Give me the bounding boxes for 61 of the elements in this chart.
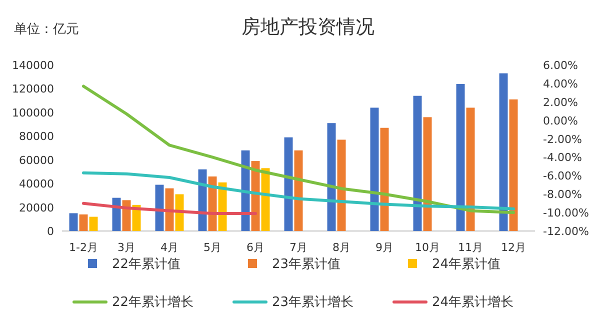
x-tick-label: 1-2月 [69, 241, 98, 254]
legend-label: 24年累计增长 [432, 295, 514, 310]
bar [69, 213, 78, 231]
x-tick-label: 10月 [415, 241, 440, 254]
bar [79, 214, 88, 231]
bar [413, 96, 422, 231]
y-tick-label: 60000 [19, 154, 54, 167]
line-series [82, 202, 257, 215]
x-tick-label: 9月 [376, 241, 394, 254]
y2-tick-label: -4.00% [543, 151, 582, 164]
bar [294, 150, 303, 231]
x-tick-label: 8月 [332, 241, 350, 254]
legend-label: 22年累计值 [112, 257, 181, 272]
bar [423, 117, 432, 231]
y-tick-label: 100000 [12, 106, 54, 120]
x-tick-label: 4月 [160, 241, 178, 254]
x-tick-label: 5月 [204, 241, 222, 254]
y2-tick-label: 2.00% [543, 96, 578, 109]
bar [327, 123, 336, 231]
y2-tick-label: -2.00% [543, 132, 582, 146]
x-tick-label: 11月 [458, 241, 483, 254]
bar [122, 200, 131, 231]
bar [370, 108, 379, 231]
y-tick-label: 80000 [19, 130, 54, 144]
bar [380, 128, 389, 231]
bar [165, 188, 174, 231]
y2-tick-label: -6.00% [543, 170, 582, 183]
bar [499, 73, 508, 231]
y2-tick-label: 0.00% [543, 114, 578, 128]
bar [155, 184, 164, 231]
bar [456, 84, 465, 231]
legend-label: 23年累计值 [272, 257, 341, 272]
y2-tick-label: -8.00% [543, 188, 582, 202]
legend-label: 22年累计增长 [112, 295, 194, 310]
y2-tick-label: 4.00% [543, 77, 578, 90]
x-tick-label: 3月 [118, 241, 136, 254]
bar [284, 137, 293, 231]
y2-tick-label: 6.00% [543, 59, 578, 72]
bar [175, 194, 184, 231]
y2-tick-label: -10.00% [543, 206, 589, 220]
y2-tick-label: -12.00% [543, 225, 589, 238]
x-tick-label: 12月 [501, 241, 526, 254]
line-series [82, 84, 515, 214]
bar [337, 140, 346, 231]
bar [509, 99, 518, 231]
legend-label: 24年累计值 [432, 257, 501, 272]
bar [89, 216, 98, 231]
bar [198, 169, 207, 231]
y-axis-title: 单位：亿元 [14, 22, 79, 37]
chart-title: 房地产投资情况 [242, 16, 374, 38]
line-series [82, 171, 515, 210]
y-tick-label: 120000 [12, 82, 54, 96]
y-tick-label: 0 [47, 225, 54, 238]
y-tick-label: 20000 [19, 201, 54, 214]
x-tick-label: 6月 [246, 241, 264, 254]
y-tick-label: 140000 [12, 59, 54, 72]
y-tick-label: 40000 [19, 178, 54, 191]
bar [466, 108, 475, 231]
legend-label: 23年累计增长 [272, 295, 354, 310]
x-tick-label: 7月 [290, 241, 308, 254]
bar [112, 198, 121, 231]
